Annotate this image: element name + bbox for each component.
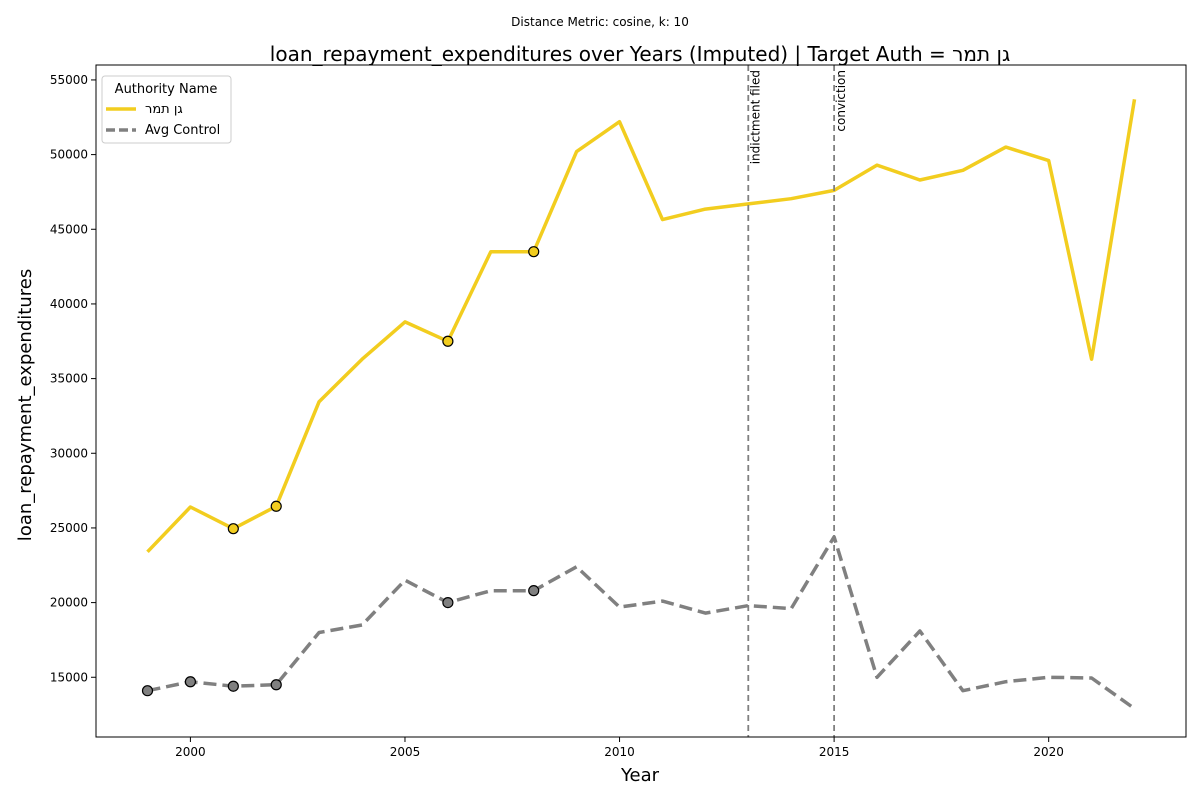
x-tick-label-1: 2005 (390, 745, 421, 759)
imputed-point-0-3 (528, 246, 540, 258)
legend: Authority Name גן תמר Avg Control (101, 75, 232, 144)
imputed-point-0-1 (270, 500, 282, 512)
y-tick-label-8: 55000 (50, 73, 88, 87)
y-tick-label-4: 35000 (50, 372, 88, 386)
series-line-1 (147, 535, 1136, 711)
y-tick-label-1: 20000 (50, 596, 88, 610)
x-tick-label-0: 2000 (175, 745, 206, 759)
event-label-1: conviction (834, 70, 848, 132)
series-line-0 (146, 99, 1137, 554)
plot-area: indictment filed conviction (141, 65, 1137, 737)
event-label-0: indictment filed (748, 70, 762, 164)
x-axis-label: Year (620, 765, 660, 786)
y-tick-label-3: 30000 (50, 446, 88, 460)
y-tick-label-0: 15000 (50, 670, 88, 684)
imputed-point-1-1 (184, 676, 197, 688)
x-tick-label-3: 2015 (819, 745, 850, 759)
legend-label-1: Avg Control (145, 123, 220, 138)
y-axis-label: loan_repayment_expenditures (15, 269, 36, 541)
imputed-point-1-3 (270, 679, 282, 691)
imputed-point-1-2 (227, 680, 239, 692)
imputed-point-1-4 (442, 596, 454, 609)
legend-label-0: גן תמר (145, 102, 183, 117)
x-tick-label-2: 2010 (604, 745, 635, 759)
chart-title: loan_repayment_expenditures over Years (… (270, 42, 1010, 66)
imputed-point-0-2 (442, 335, 454, 347)
x-tick-label-4: 2020 (1033, 745, 1064, 759)
y-tick-label-7: 50000 (50, 148, 88, 162)
imputed-point-0-0 (227, 523, 239, 535)
y-tick-label-5: 40000 (50, 297, 88, 311)
imputed-point-1-5 (528, 585, 540, 597)
legend-title: Authority Name (115, 82, 218, 97)
y-tick-label-2: 25000 (50, 521, 88, 535)
chart-suptitle: Distance Metric: cosine, k: 10 (511, 15, 689, 29)
legend-box (101, 75, 232, 144)
plot-frame (95, 64, 1187, 738)
imputed-point-1-0 (141, 685, 154, 697)
y-tick-label-6: 45000 (50, 222, 88, 236)
